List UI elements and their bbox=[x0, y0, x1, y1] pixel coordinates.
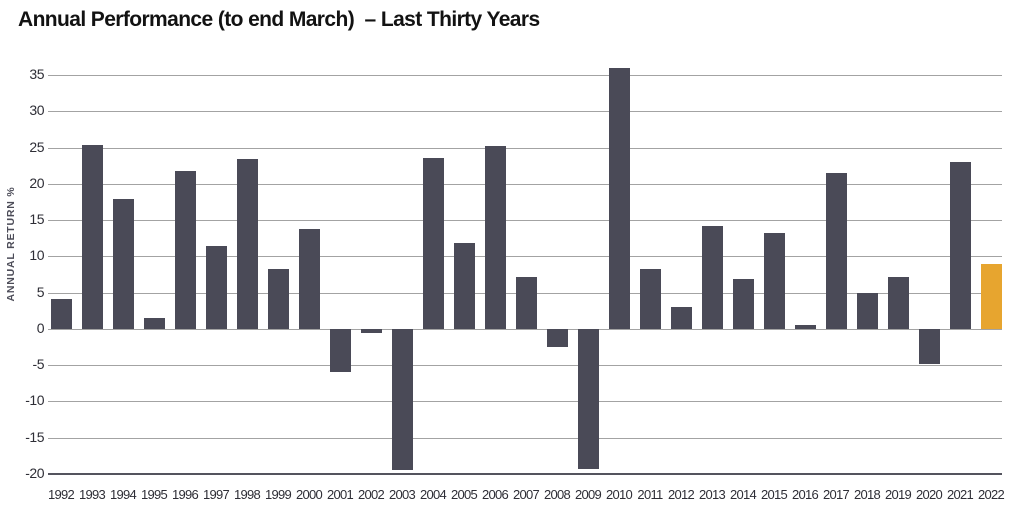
bar-2001 bbox=[329, 328, 351, 373]
bar-2003 bbox=[391, 328, 413, 471]
y-tick-label-35: 35 bbox=[29, 66, 44, 82]
y-tick-label-25: 25 bbox=[29, 138, 44, 155]
gridline-20 bbox=[48, 183, 1002, 185]
y-tick-label--5: -5 bbox=[32, 356, 45, 373]
y-tick-label-30: 30 bbox=[29, 102, 44, 119]
x-axis-line bbox=[48, 473, 1002, 475]
gridline--15 bbox=[48, 437, 1002, 439]
bar-2005 bbox=[453, 242, 475, 329]
x-tick-label-2002: 2002 bbox=[357, 487, 385, 502]
y-tick-label--15: -15 bbox=[25, 428, 44, 445]
bar-2009 bbox=[577, 328, 599, 469]
bar-2013 bbox=[701, 225, 723, 329]
bar-2011 bbox=[639, 269, 661, 329]
y-tick-label-10: 10 bbox=[29, 247, 44, 264]
x-tick-label-2007: 2007 bbox=[512, 487, 540, 502]
gridline--10 bbox=[48, 401, 1002, 403]
x-tick-label-2022: 2022 bbox=[977, 487, 1005, 502]
plot-area bbox=[48, 67, 1002, 475]
bar-2007 bbox=[515, 276, 537, 329]
x-tick-label-2010: 2010 bbox=[605, 487, 633, 502]
x-tick-label-2014: 2014 bbox=[729, 487, 757, 502]
x-tick-label-2000: 2000 bbox=[295, 487, 323, 502]
bar-2008 bbox=[546, 328, 568, 348]
x-tick-label-2004: 2004 bbox=[419, 487, 447, 502]
bar-2022 bbox=[980, 263, 1002, 329]
x-tick-label-2011: 2011 bbox=[637, 487, 663, 502]
gridline-0 bbox=[48, 328, 1002, 330]
x-tick-label-2018: 2018 bbox=[853, 487, 881, 502]
x-tick-label-1997: 1997 bbox=[202, 487, 230, 502]
x-tick-label-2001: 2001 bbox=[326, 487, 354, 502]
x-tick-label-2005: 2005 bbox=[450, 487, 478, 502]
bar-1998 bbox=[236, 159, 258, 329]
x-tick-label-1996: 1996 bbox=[171, 487, 199, 502]
bar-1994 bbox=[112, 199, 134, 329]
x-tick-label-2012: 2012 bbox=[667, 487, 695, 502]
bar-1996 bbox=[174, 171, 196, 329]
gridline-30 bbox=[48, 111, 1002, 113]
bar-2021 bbox=[949, 162, 971, 329]
bar-2015 bbox=[763, 233, 785, 329]
x-tick-label-2016: 2016 bbox=[791, 487, 819, 502]
x-tick-label-1994: 1994 bbox=[109, 487, 137, 502]
x-tick-label-1993: 1993 bbox=[78, 487, 106, 502]
x-tick-label-2003: 2003 bbox=[388, 487, 416, 502]
gridline-35 bbox=[48, 75, 1002, 76]
y-tick-label-15: 15 bbox=[29, 211, 44, 228]
chart-title: Annual Performance (to end March) – Last… bbox=[18, 8, 540, 31]
bar-2020 bbox=[918, 328, 940, 365]
bar-2014 bbox=[732, 278, 754, 329]
x-tick-label-1999: 1999 bbox=[264, 487, 292, 502]
x-tick-label-1992: 1992 bbox=[47, 487, 75, 502]
x-tick-label-2020: 2020 bbox=[915, 487, 943, 502]
x-tick-label-2015: 2015 bbox=[760, 487, 788, 502]
x-tick-label-2008: 2008 bbox=[543, 487, 571, 502]
bar-1993 bbox=[81, 145, 103, 329]
x-tick-label-2017: 2017 bbox=[822, 487, 850, 502]
bar-2000 bbox=[298, 228, 320, 329]
y-tick-label-5: 5 bbox=[36, 283, 45, 300]
bar-1997 bbox=[205, 246, 227, 329]
y-tick-label--20: -20 bbox=[25, 465, 44, 481]
bar-2018 bbox=[856, 293, 878, 329]
bar-2012 bbox=[670, 307, 692, 329]
bar-1995 bbox=[143, 318, 165, 329]
bar-2017 bbox=[825, 172, 847, 329]
bar-2016 bbox=[794, 324, 816, 329]
bar-1992 bbox=[50, 299, 72, 329]
bar-2019 bbox=[887, 277, 909, 329]
x-tick-label-2006: 2006 bbox=[481, 487, 509, 502]
y-tick-label--10: -10 bbox=[25, 392, 44, 409]
x-tick-label-2021: 2021 bbox=[946, 487, 974, 502]
gridline-25 bbox=[48, 147, 1002, 149]
bar-1999 bbox=[267, 269, 289, 329]
x-tick-label-1995: 1995 bbox=[140, 487, 168, 502]
gridline-10 bbox=[48, 256, 1002, 258]
bar-2006 bbox=[484, 146, 506, 329]
gridline--5 bbox=[48, 365, 1002, 367]
x-tick-label-2009: 2009 bbox=[574, 487, 602, 502]
bar-2004 bbox=[422, 157, 444, 329]
x-tick-label-1998: 1998 bbox=[233, 487, 261, 502]
x-tick-label-2013: 2013 bbox=[698, 487, 726, 502]
x-tick-label-2019: 2019 bbox=[884, 487, 912, 502]
y-tick-label-20: 20 bbox=[29, 174, 44, 191]
bar-2010 bbox=[608, 67, 630, 329]
y-tick-label-0: 0 bbox=[36, 319, 45, 336]
gridline-15 bbox=[48, 220, 1002, 222]
bar-2002 bbox=[360, 328, 382, 334]
